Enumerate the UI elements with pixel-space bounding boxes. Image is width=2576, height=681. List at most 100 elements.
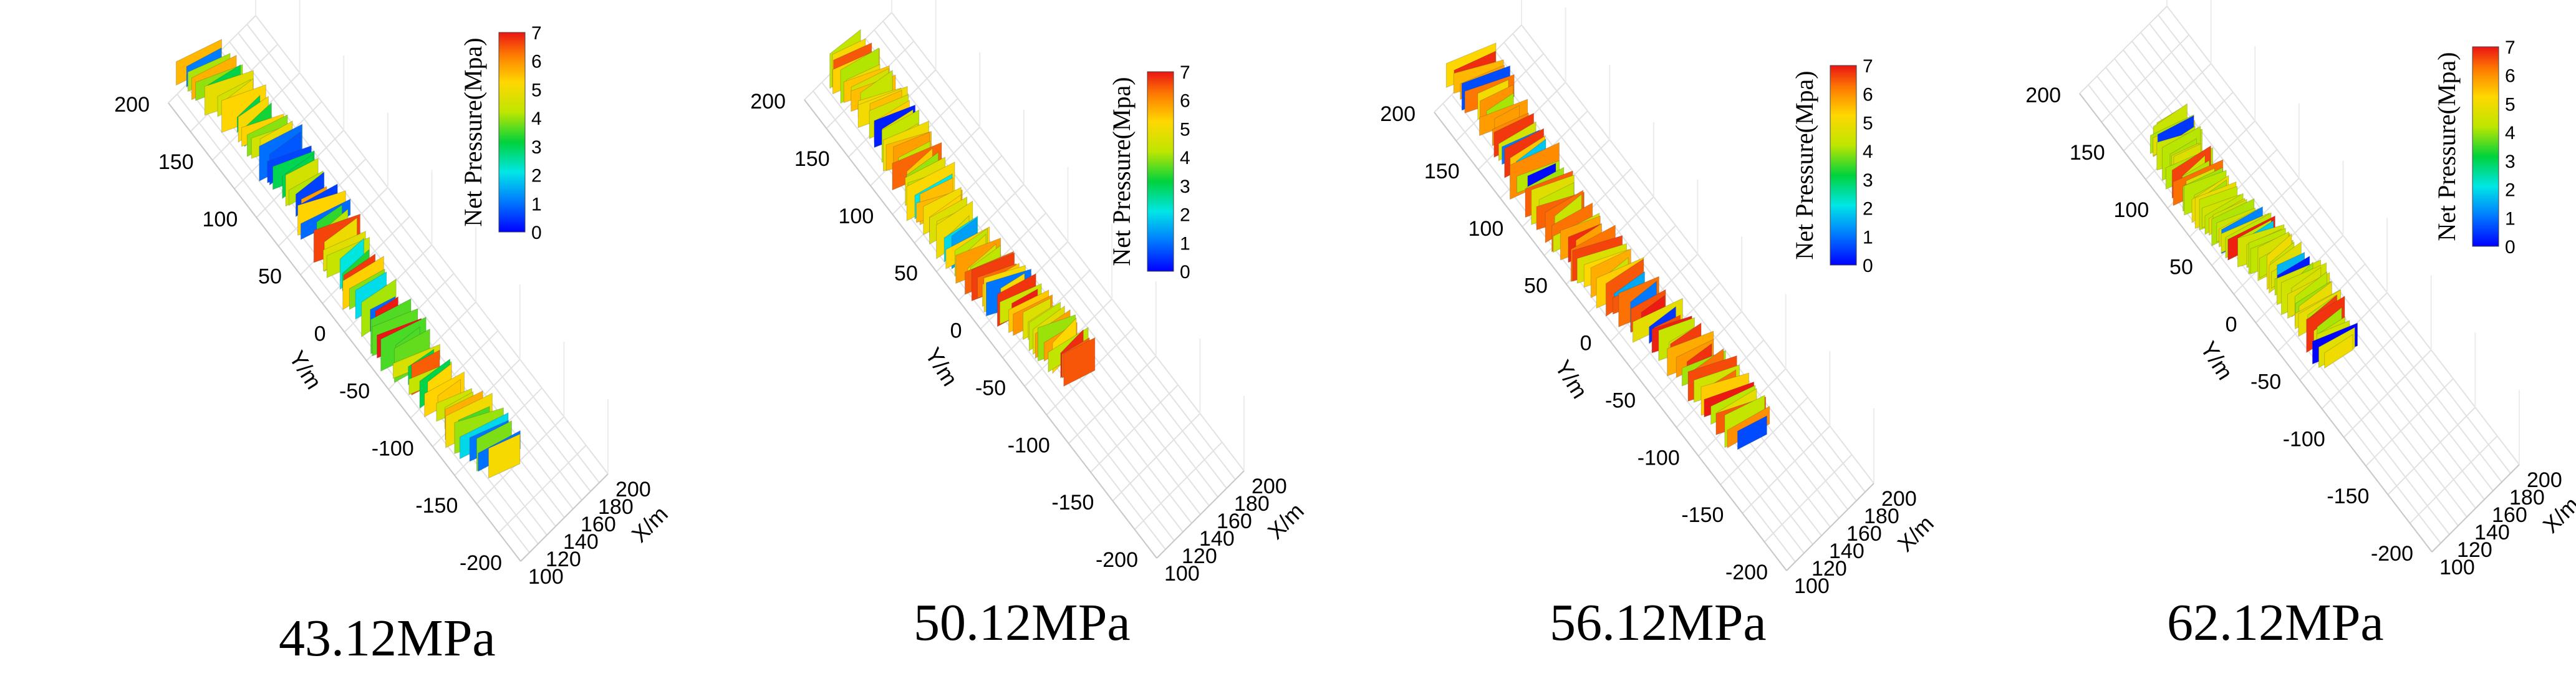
y-tick-label: -200 bbox=[2371, 542, 2413, 566]
colorbar-tick-label: 3 bbox=[531, 137, 542, 158]
x-tick-label: 140 bbox=[563, 530, 599, 554]
colorbar-tick-label: 4 bbox=[2505, 123, 2516, 143]
x-tick-label: 140 bbox=[2474, 521, 2510, 544]
colorbar-tick-label: 2 bbox=[1863, 199, 1873, 220]
y-axis-label: Y/m bbox=[1550, 355, 1593, 403]
grid-line-x bbox=[1442, 103, 1796, 563]
grid-line-x bbox=[1512, 33, 1866, 493]
colorbar-tick-label: 4 bbox=[531, 109, 542, 129]
x-axis-line bbox=[520, 473, 609, 562]
y-tick-label: -200 bbox=[460, 551, 502, 575]
y-tick-label: 200 bbox=[114, 93, 150, 117]
colorbar-tick-label: 3 bbox=[1863, 170, 1873, 191]
colorbar-tick-label: 5 bbox=[531, 80, 542, 100]
y-axis-label: Y/m bbox=[920, 343, 963, 390]
x-tick-label: 120 bbox=[546, 548, 581, 571]
y-tick-label: -100 bbox=[2283, 427, 2325, 451]
y-tick-label: 50 bbox=[258, 265, 282, 289]
y-tick-label: 0 bbox=[314, 322, 326, 346]
grid-line-x bbox=[865, 38, 1218, 498]
x-axis-line bbox=[1156, 470, 1245, 559]
colorbar-tick-label: 0 bbox=[1863, 256, 1873, 276]
plot-panel-4: 200150100500-50-100-150-2001001201401601… bbox=[2025, 0, 2576, 579]
y-tick-label: -50 bbox=[2250, 370, 2281, 394]
y-tick-label: -200 bbox=[1725, 561, 1768, 584]
fracture-patch bbox=[1737, 415, 1767, 450]
colorbar bbox=[2472, 46, 2499, 247]
colorbar-label: Net Pressure(Mpa) bbox=[2433, 52, 2461, 241]
x-tick-label: 200 bbox=[1881, 487, 1917, 511]
colorbar-tick-label: 5 bbox=[1180, 119, 1190, 140]
y-tick-label: 100 bbox=[1469, 217, 1504, 241]
colorbar-tick-label: 4 bbox=[1863, 142, 1873, 162]
y-tick-label: 100 bbox=[839, 205, 874, 228]
x-tick-label: 180 bbox=[2509, 486, 2545, 510]
y-tick-label: -150 bbox=[2327, 485, 2369, 508]
grid-line-x bbox=[1495, 51, 1848, 510]
x-tick-label: 160 bbox=[2492, 503, 2527, 527]
x-axis-line bbox=[1786, 483, 1874, 571]
y-axis-line bbox=[1434, 112, 1787, 571]
caption-panel-2: 50.12MPa bbox=[914, 594, 1131, 652]
x-tick-label: 160 bbox=[581, 513, 616, 536]
grid-line-x bbox=[176, 94, 530, 553]
colorbar-tick-label: 1 bbox=[1863, 227, 1873, 248]
x-tick-label: 160 bbox=[1846, 522, 1882, 546]
colorbar-tick-label: 0 bbox=[531, 223, 542, 243]
colorbar-tick-label: 3 bbox=[1180, 176, 1190, 197]
y-tick-label: -50 bbox=[975, 376, 1006, 400]
colorbar-tick-label: 2 bbox=[531, 166, 542, 186]
x-tick-label: 180 bbox=[1234, 492, 1270, 516]
y-tick-label: -100 bbox=[372, 437, 414, 460]
plot-panel-1: 200150100500-50-100-150-2001001201401601… bbox=[114, 0, 673, 589]
colorbar bbox=[1147, 71, 1174, 272]
y-tick-label: -200 bbox=[1096, 548, 1138, 572]
x-axis-line bbox=[2431, 464, 2520, 553]
caption-panel-1: 43.12MPa bbox=[279, 609, 496, 667]
y-tick-label: 150 bbox=[794, 147, 830, 171]
colorbar-tick-label: 1 bbox=[1180, 233, 1190, 254]
y-axis-line bbox=[804, 99, 1157, 559]
x-tick-label: 120 bbox=[2457, 538, 2492, 562]
colorbar-tick-label: 0 bbox=[1180, 262, 1190, 283]
grid-line-x bbox=[229, 41, 582, 501]
grid-line-x bbox=[2088, 84, 2441, 544]
x-tick-label: 200 bbox=[1252, 475, 1287, 498]
x-tick-label: 100 bbox=[528, 565, 564, 589]
colorbar-tick-label: 6 bbox=[1180, 91, 1190, 112]
x-tick-label: 100 bbox=[1794, 574, 1830, 598]
grid-line-x bbox=[813, 90, 1166, 550]
x-tick-label: 120 bbox=[1811, 557, 1847, 581]
colorbar-tick-label: 6 bbox=[531, 52, 542, 72]
y-tick-label: 50 bbox=[1524, 274, 1548, 298]
colorbar-tick-label: 7 bbox=[531, 23, 542, 44]
colorbar-tick-label: 6 bbox=[2505, 66, 2516, 87]
colorbar-tick-label: 2 bbox=[2505, 180, 2516, 201]
x-tick-label: 160 bbox=[1217, 510, 1252, 533]
fracture-patch bbox=[488, 433, 521, 479]
grid-line-x bbox=[874, 29, 1227, 489]
colorbar-tick-label: 3 bbox=[2505, 152, 2516, 172]
colorbar bbox=[498, 32, 526, 233]
caption-panel-4: 62.12MPa bbox=[2167, 594, 2384, 652]
x-tick-label: 200 bbox=[2527, 468, 2562, 492]
x-tick-label: 200 bbox=[615, 478, 651, 501]
colorbar-tick-label: 5 bbox=[1863, 113, 1873, 133]
colorbar-tick-label: 2 bbox=[1180, 205, 1190, 226]
y-tick-label: 50 bbox=[894, 262, 918, 286]
y-axis-line bbox=[2079, 93, 2433, 553]
colorbar-label: Net Pressure(Mpa) bbox=[1107, 77, 1136, 266]
y-tick-label: -150 bbox=[1051, 491, 1094, 514]
x-tick-label: 180 bbox=[1864, 505, 1899, 528]
colorbar-tick-label: 1 bbox=[2505, 208, 2516, 229]
colorbar-tick-label: 0 bbox=[2505, 237, 2516, 258]
grid-line-x bbox=[1486, 59, 1840, 519]
y-tick-label: -150 bbox=[415, 494, 458, 518]
grid-line-x bbox=[238, 32, 591, 492]
x-tick-label: 180 bbox=[598, 495, 634, 519]
x-tick-label: 140 bbox=[1199, 527, 1235, 551]
plot-panel-2: 200150100500-50-100-150-2001001201401601… bbox=[750, 0, 1309, 586]
y-tick-label: 50 bbox=[2169, 256, 2193, 279]
grid-line-x bbox=[2149, 23, 2502, 483]
y-tick-label: 150 bbox=[1424, 160, 1460, 183]
